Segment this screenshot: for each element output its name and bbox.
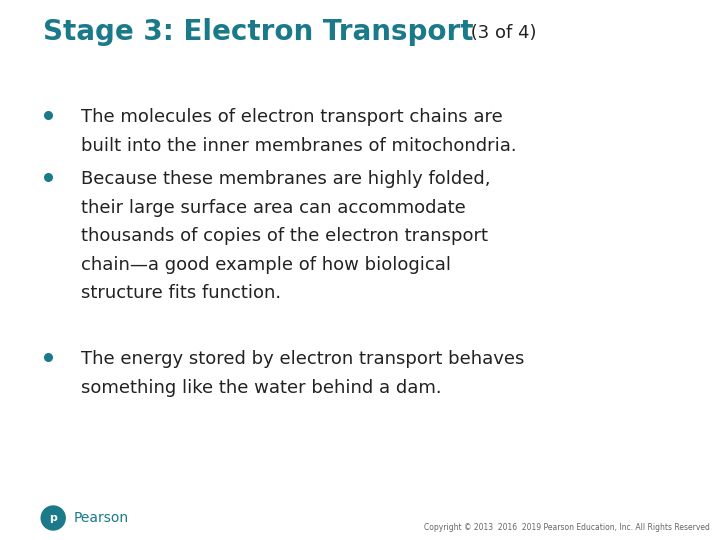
Text: their large surface area can accommodate: their large surface area can accommodate — [81, 199, 466, 217]
Text: built into the inner membranes of mitochondria.: built into the inner membranes of mitoch… — [81, 137, 517, 154]
Text: Stage 3: Electron Transport: Stage 3: Electron Transport — [43, 18, 474, 46]
Text: structure fits function.: structure fits function. — [81, 285, 282, 302]
Text: The energy stored by electron transport behaves: The energy stored by electron transport … — [81, 350, 525, 368]
Text: p: p — [49, 513, 57, 523]
Text: (3 of 4): (3 of 4) — [465, 24, 536, 42]
Text: Copyright © 2013  2016  2019 Pearson Education, Inc. All Rights Reserved: Copyright © 2013 2016 2019 Pearson Educa… — [424, 523, 710, 532]
Text: Because these membranes are highly folded,: Because these membranes are highly folde… — [81, 170, 491, 188]
Circle shape — [41, 506, 66, 530]
Text: Pearson: Pearson — [73, 511, 128, 525]
Text: thousands of copies of the electron transport: thousands of copies of the electron tran… — [81, 227, 488, 245]
Text: chain—a good example of how biological: chain—a good example of how biological — [81, 256, 451, 274]
Text: The molecules of electron transport chains are: The molecules of electron transport chai… — [81, 108, 503, 126]
Text: something like the water behind a dam.: something like the water behind a dam. — [81, 379, 442, 396]
